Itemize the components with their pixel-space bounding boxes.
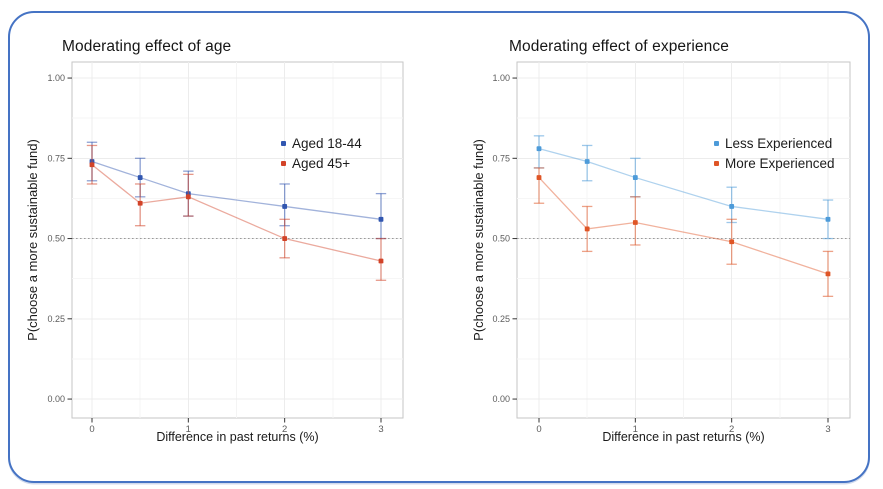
data-point <box>825 216 831 222</box>
data-point <box>378 258 384 264</box>
data-point <box>185 194 191 200</box>
data-point <box>137 200 143 206</box>
y-tick-label: 0.25 <box>492 314 510 324</box>
y-tick-label: 0.50 <box>492 234 510 244</box>
data-point <box>632 175 638 180</box>
x-tick-label: 1 <box>633 424 638 435</box>
legend-marker-more-experienced <box>714 160 719 166</box>
data-point <box>584 159 590 164</box>
legend-label-less-experienced: Less Experienced <box>725 135 833 151</box>
y-tick-label: 0.00 <box>47 394 65 404</box>
legend-item: Less Experienced <box>714 134 832 152</box>
data-point <box>89 162 95 168</box>
y-tick-label: 0.50 <box>47 234 65 244</box>
x-axis-label-experience: Difference in past returns (%) <box>602 430 765 444</box>
data-point <box>282 204 288 209</box>
y-tick-label: 1.00 <box>492 73 510 83</box>
legend-label-aged-45-plus: Aged 45+ <box>292 155 351 171</box>
panel-border <box>71 61 404 419</box>
x-tick-label: 2 <box>729 424 734 435</box>
y-tick-label: 0.25 <box>47 314 65 324</box>
x-tick-label: 3 <box>825 424 830 435</box>
x-tick-label: 0 <box>89 424 94 435</box>
data-point <box>282 236 288 241</box>
legend-label-aged-18-44: Aged 18-44 <box>292 135 362 151</box>
data-point <box>378 216 384 222</box>
y-tick-label: 0.00 <box>492 394 510 404</box>
data-point <box>536 146 542 152</box>
legend-item: More Experienced <box>714 154 835 172</box>
data-point <box>632 220 638 225</box>
legend-marker-aged-45-plus <box>281 160 286 166</box>
y-tick-label: 0.75 <box>492 153 510 163</box>
legend-item: Aged 18-44 <box>281 134 362 152</box>
y-axis-label-age: P(choose a more sustainable fund) <box>25 139 40 341</box>
y-axis-label-experience: P(choose a more sustainable fund) <box>471 139 486 341</box>
data-point <box>536 175 542 180</box>
legend-item: Aged 45+ <box>281 154 350 172</box>
data-point <box>137 175 143 180</box>
chart-title-age: Moderating effect of age <box>62 38 232 55</box>
x-tick-label: 0 <box>536 424 541 435</box>
data-point <box>729 239 735 245</box>
data-point <box>584 226 590 232</box>
legend-marker-less-experienced <box>714 140 719 146</box>
chart-title-experience: Moderating effect of experience <box>509 38 729 55</box>
y-tick-label: 0.75 <box>47 153 65 163</box>
x-tick-label: 3 <box>378 424 383 435</box>
x-tick-label: 1 <box>186 424 191 435</box>
data-point <box>729 204 735 209</box>
legend-label-more-experienced: More Experienced <box>725 155 835 171</box>
x-tick-label: 2 <box>282 424 287 435</box>
x-axis-label-age: Difference in past returns (%) <box>156 430 319 444</box>
legend-marker-aged-18-44 <box>281 140 286 146</box>
data-point <box>825 271 831 277</box>
y-tick-label: 1.00 <box>47 73 65 83</box>
